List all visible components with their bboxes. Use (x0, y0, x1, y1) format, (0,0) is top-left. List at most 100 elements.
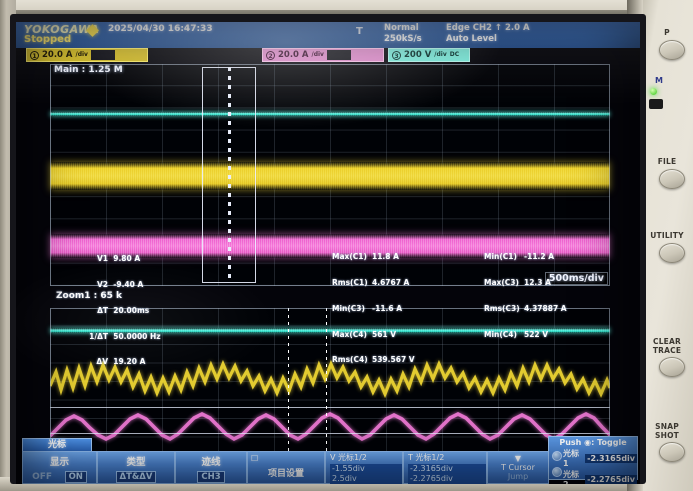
status-led-green (650, 88, 657, 95)
measurement-label: Max(C3) (484, 277, 519, 287)
v-cursor-2-value[interactable]: 2.5div (330, 474, 402, 484)
cursor-label: V1 (96, 254, 108, 264)
knob-assignment-panel[interactable]: Push ◉: Toggle 光标1 -2.3165div 光标2 -2.276… (548, 436, 638, 484)
t-cursor-jump-label: T Cursor (501, 463, 535, 472)
type-value-wrap[interactable]: ΔT&ΔV (98, 471, 174, 483)
softkey-menu-bar: 光标 显示 OFF ON 类型 ΔT&ΔV 迹线 CH3 (16, 436, 640, 484)
trigger-position-marker: T (356, 26, 363, 37)
settings-checkbox-icon[interactable]: ☐ (251, 454, 259, 463)
hardkey-label-menu: M (655, 76, 663, 85)
t-cursor-2-value[interactable]: -2.2765div (408, 474, 486, 484)
menu-item-type[interactable]: 类型 ΔT&ΔV (97, 451, 175, 484)
measurement-label: Min(C1) (484, 252, 517, 262)
t-cursor-1-value[interactable]: -2.3165div (408, 464, 486, 474)
t-cursor-line-1[interactable] (288, 308, 289, 456)
cursor-row: V2 -9.40 A (76, 279, 165, 290)
knob-row-2[interactable]: 光标2 -2.2765div (549, 469, 637, 484)
measurement-block-right: Min(C1) -11.2 A Max(C3) 12.3 A Rms(C3) 4.37… (484, 236, 576, 356)
knob-1-value: -2.3165div (585, 453, 637, 463)
file-button[interactable] (659, 169, 685, 189)
hardkey-label-utility: UTILITY (650, 231, 684, 240)
knob-2-name: 光标2 (563, 470, 579, 484)
measurement-label: Rms(C1) (332, 277, 368, 287)
trace-noise-texture (50, 162, 610, 190)
menu-item-cursor-jump[interactable]: ▼ T Cursor Jump (487, 451, 549, 484)
measurement-row: Max(C1) 11.8 A (332, 253, 424, 262)
measurement-row: Min(C1) -11.2 A (484, 253, 576, 262)
cursor-label: 1/ΔT (89, 331, 108, 341)
measurement-label: Rms(C4) (332, 355, 368, 365)
measurement-value: 4.37887 A (524, 303, 567, 313)
ch1-per-div: /div (75, 51, 88, 58)
menu-item-display[interactable]: 显示 OFF ON (22, 451, 97, 484)
measurement-row: Max(C3) 12.3 A (484, 277, 576, 288)
measurement-value: 11.8 A (372, 252, 399, 262)
channel-badge-ch2[interactable]: 2 20.0 A /div (262, 48, 384, 62)
zoom-record-length-label: Zoom1 : 65 k (56, 291, 123, 301)
measurement-value: 539.567 V (372, 355, 415, 365)
type-value[interactable]: ΔT&ΔV (115, 471, 157, 483)
measurement-row: Rms(C1) 4.6767 A (332, 277, 424, 288)
measurement-label: Min(C3) (332, 303, 365, 313)
clear-trace-button[interactable] (659, 357, 685, 377)
trace-noise-texture (50, 328, 610, 333)
zoom-position-marker (228, 67, 231, 283)
display-on-option[interactable]: ON (64, 471, 87, 483)
cursor-value: 20.00ms (113, 305, 150, 315)
cursor-row: ΔT 20.00ms (76, 305, 165, 316)
measurement-row: Max(C4) 561 V (332, 330, 424, 340)
menu-item-settings-label: 项目设置 (267, 469, 304, 479)
measurement-value: -11.2 A (524, 252, 555, 262)
knob-2-icon[interactable] (552, 467, 562, 477)
t-cursor-line-2[interactable] (326, 308, 327, 456)
menu-item-v-cursor[interactable]: V 光标1/2 -1.55div 2.5div (325, 451, 403, 484)
v-cursor-line-2[interactable] (50, 433, 610, 434)
menu-item-trace[interactable]: 迹线 CH3 (175, 451, 247, 484)
ch1-number: 1 (30, 50, 39, 60)
cursor-row: ΔV 19.20 A (76, 358, 165, 367)
trace-noise-texture (50, 112, 610, 116)
ch2-bar (326, 50, 351, 60)
menu-item-trace-label: 迹线 (201, 457, 221, 468)
utility-button[interactable] (659, 243, 685, 263)
trace-value-wrap[interactable]: CH3 (176, 471, 246, 483)
dropdown-caret-icon[interactable]: ▼ (514, 454, 522, 463)
ch3-number: 3 (392, 50, 401, 60)
oscilloscope-screen: YOKOGAWA 2025/04/30 16:47:33 Stopped T N… (16, 22, 640, 484)
cursor-value: 19.20 A (113, 357, 146, 367)
snap-shot-button[interactable] (659, 442, 685, 462)
main-graticule[interactable]: Main : 1.25 M 500ms/div (50, 64, 610, 286)
print-button[interactable] (659, 40, 685, 60)
v-cursor-1-value[interactable]: -1.55div (330, 464, 402, 474)
menu-item-display-label: 显示 (49, 457, 69, 468)
knob-1-icon[interactable] (552, 451, 562, 461)
display-toggle[interactable]: OFF ON (23, 471, 96, 483)
knob-row-1[interactable]: 光标1 -2.3165div (549, 448, 637, 468)
zoom-graticule[interactable]: 26ms/div (50, 308, 610, 456)
acquisition-info: Normal 250kS/s (384, 23, 422, 45)
v-cursor-line-1[interactable] (50, 407, 610, 408)
measurement-row: Min(C4) 522 V (484, 330, 576, 340)
measurement-label: Max(C1) (332, 252, 367, 262)
ch2-per-div: /div (311, 51, 324, 58)
waveform-ch2-zoom (50, 411, 610, 442)
cursor-row: 1/ΔT 50.0000 Hz (76, 331, 165, 342)
sensor-window (649, 99, 663, 109)
channel-badge-ch3[interactable]: 3 200 V /div DC (388, 48, 470, 62)
menu-item-t-cursor[interactable]: T 光标1/2 -2.3165div -2.2765div (403, 451, 487, 484)
datetime-label: 2025/04/30 16:47:33 (108, 24, 213, 34)
measurement-block-left: Max(C1) 11.8 A Rms(C1) 4.6767 A Min(C3) -11… (332, 236, 424, 382)
measurement-row: Min(C3) -11.6 A (332, 303, 424, 314)
cursor-value: -9.40 A (113, 279, 144, 289)
channel-badge-ch1[interactable]: 1 20.0 A /div (26, 48, 148, 62)
trace-value[interactable]: CH3 (197, 471, 225, 483)
menu-item-settings[interactable]: ☐ 项目设置 (247, 451, 325, 484)
display-off-option[interactable]: OFF (32, 472, 53, 482)
trace-noise-texture (50, 234, 610, 258)
cursor-readout-block: V1 9.80 A V2 -9.40 A ΔT 20.00ms 1/ΔT 50.… (76, 238, 165, 384)
waveform-ch2-main (50, 234, 610, 258)
measurement-row: Rms(C4) 539.567 V (332, 356, 424, 365)
brand-logo: YOKOGAWA (24, 23, 100, 36)
hardkey-label-file: FILE (657, 157, 677, 166)
